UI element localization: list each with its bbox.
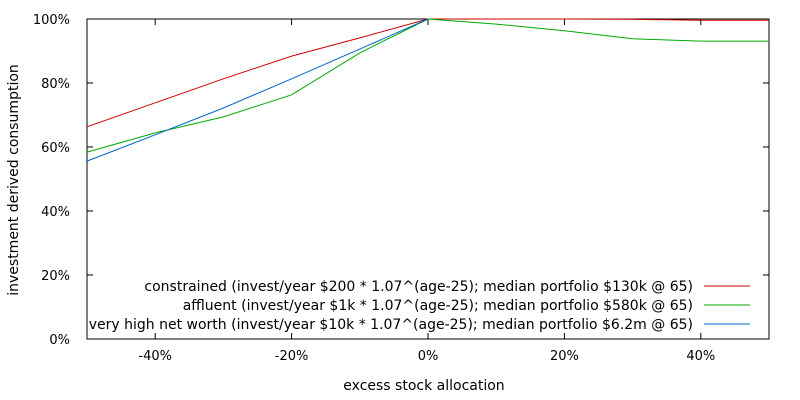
- series-line-2: [86, 18, 769, 153]
- y-tick-label: 20%: [41, 269, 70, 284]
- legend-label-1: constrained (invest/year $200 * 1.07^(ag…: [144, 279, 693, 295]
- legend-label-3: very high net worth (invest/year $10k * …: [89, 317, 693, 333]
- x-tick-label: -20%: [275, 349, 309, 364]
- x-tick-label: 0%: [418, 349, 439, 364]
- series-line-3: [86, 18, 429, 162]
- y-tick-label: 80%: [41, 77, 70, 92]
- series-lines: [86, 18, 769, 162]
- y-tick-label: 100%: [33, 13, 70, 28]
- x-axis-title: excess stock allocation: [343, 378, 504, 394]
- series-line-1: [86, 18, 769, 128]
- x-axis: -40% -20% 0% 20% 40%: [138, 19, 715, 364]
- x-tick-label: 40%: [686, 349, 715, 364]
- x-tick-label: -40%: [138, 349, 172, 364]
- x-tick-label: 20%: [550, 349, 579, 364]
- legend: constrained (invest/year $200 * 1.07^(ag…: [89, 279, 750, 333]
- y-tick-label: 60%: [41, 141, 70, 156]
- y-tick-label: 40%: [41, 205, 70, 220]
- y-axis-title: investment derived consumption: [6, 64, 22, 296]
- y-tick-label: 0%: [49, 333, 70, 348]
- legend-label-2: affluent (invest/year $1k * 1.07^(age-25…: [183, 298, 693, 314]
- y-axis: 0% 20% 40% 60% 80% 100%: [33, 13, 769, 348]
